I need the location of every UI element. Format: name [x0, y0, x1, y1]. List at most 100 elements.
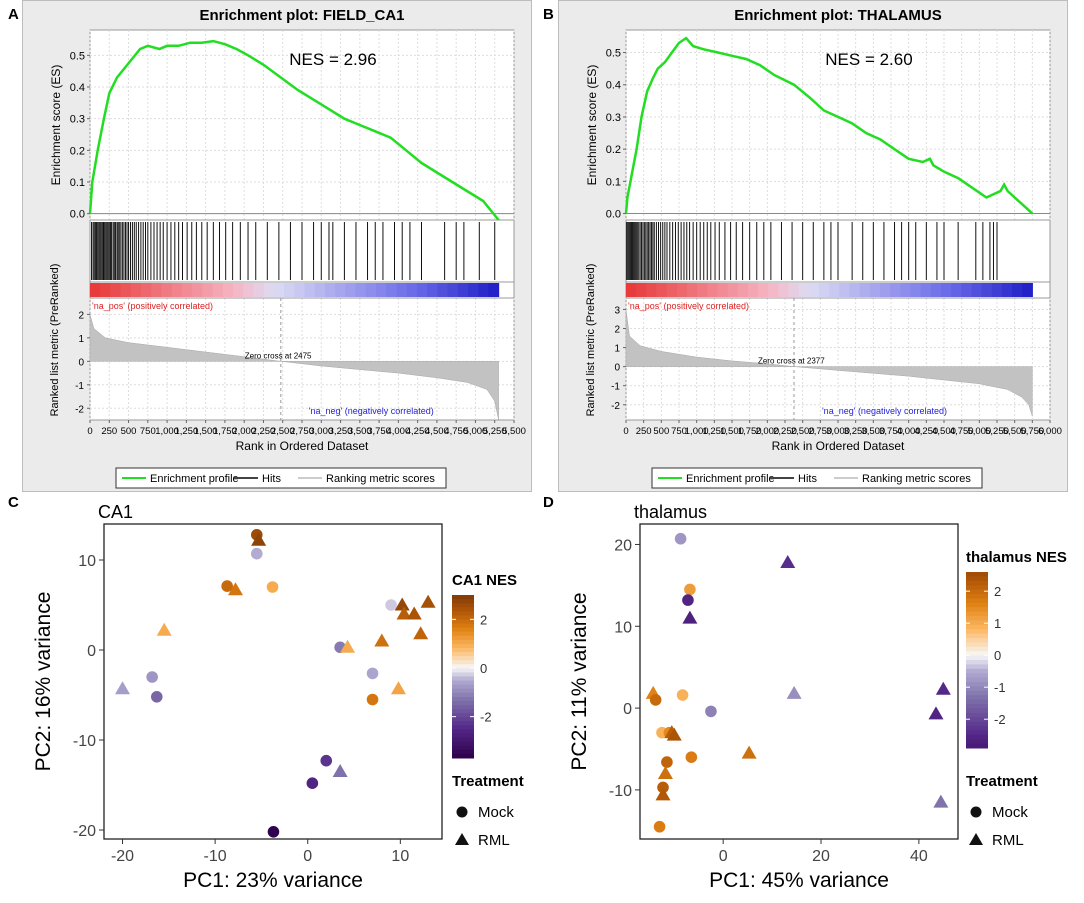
heat-strip-segment — [676, 283, 688, 297]
colorbar-segment — [966, 633, 988, 639]
colorbar-segment — [452, 627, 474, 633]
colorbar-segment — [966, 642, 988, 648]
colorbar-segment — [966, 651, 988, 657]
rml-point — [396, 606, 412, 620]
heat-strip-segment — [829, 283, 840, 297]
heat-strip-segment — [778, 283, 790, 297]
colorbar-segment — [452, 631, 474, 637]
x-tick-label: 0 — [303, 848, 312, 865]
colorbar-segment — [966, 668, 988, 674]
rml-point — [933, 794, 949, 808]
rml-point — [413, 626, 429, 640]
rml-point — [227, 582, 243, 596]
heat-strip-segment — [253, 283, 265, 297]
heat-strip-segment — [656, 283, 668, 297]
x-tick-label: -10 — [204, 848, 227, 865]
heat-strip-segment — [951, 283, 962, 297]
heat-strip-segment — [100, 283, 112, 297]
heat-strip-segment — [488, 283, 500, 297]
colorbar-segment — [452, 721, 474, 726]
x-tick-label: 0 — [719, 848, 728, 865]
metric-tick-label: 0 — [614, 363, 620, 374]
mock-point — [674, 532, 687, 545]
pos-label: 'na_pos' (positively correlated) — [628, 301, 749, 311]
metric-tick-label: -2 — [75, 404, 84, 415]
colorbar-segment — [966, 646, 988, 652]
metric-tick-label: -1 — [75, 381, 84, 392]
colorbar-segment — [452, 753, 474, 759]
heat-strip-segment — [273, 283, 285, 297]
colorbar-segment — [452, 595, 474, 600]
metric-tick-label: 2 — [614, 325, 620, 336]
colorbar-segment — [452, 639, 474, 645]
neg-label: 'na_neg' (negatively correlated) — [309, 406, 434, 416]
colorbar-segment — [966, 585, 988, 591]
metric-tick-label: -1 — [611, 382, 620, 393]
heat-strip-segment — [120, 283, 132, 297]
x-tick-label: 1,250 — [702, 426, 726, 437]
heat-strip-segment — [141, 283, 152, 297]
heat-strip-segment — [1001, 283, 1013, 297]
colorbar-segment — [966, 629, 988, 635]
colorbar-segment — [452, 741, 474, 747]
metric-tick-label: 3 — [614, 305, 620, 316]
heat-strip-segment — [202, 283, 214, 297]
rml-point — [156, 622, 172, 636]
colorbar-segment — [966, 743, 988, 749]
y-axis-label: PC2: 16% variance — [32, 592, 55, 772]
mock-point — [150, 691, 163, 703]
mock-point — [306, 777, 319, 789]
x-tick-label: 750 — [140, 426, 156, 437]
heat-strip-segment — [233, 283, 244, 297]
heat-strip-segment — [416, 283, 428, 297]
x-tick-label: 2,000 — [755, 426, 779, 437]
chart-title: Enrichment plot: FIELD_CA1 — [199, 7, 404, 24]
es-tick-label: 0.5 — [70, 50, 85, 62]
x-axis-label: Rank in Ordered Dataset — [236, 439, 369, 453]
colorbar-segment — [966, 739, 988, 745]
heat-strip-segment — [991, 283, 1003, 297]
colorbar-segment — [966, 664, 988, 670]
heat-strip-segment — [626, 283, 637, 297]
heat-strip-segment — [1022, 283, 1033, 297]
rml-point — [655, 787, 671, 801]
colorbar-segment — [966, 712, 988, 718]
metric-axis-label: Ranked list metric (PreRanked) — [585, 264, 597, 417]
rml-point — [374, 633, 390, 647]
x-tick-label: 5,750 — [1020, 426, 1044, 437]
es-tick-label: 0.2 — [606, 144, 621, 156]
heat-strip-segment — [798, 283, 810, 297]
heat-strip-segment — [849, 283, 861, 297]
heat-strip-segment — [747, 283, 759, 297]
heat-strip-segment — [971, 283, 983, 297]
heat-strip-segment — [686, 283, 698, 297]
x-tick-label: 3,500 — [861, 426, 885, 437]
mock-point — [705, 705, 717, 718]
colorbar-segment — [452, 635, 474, 641]
mock-point — [676, 689, 689, 701]
colorbar-segment — [966, 576, 988, 582]
plot-area — [103, 523, 443, 840]
es-tick-label: 0.1 — [70, 177, 85, 189]
colorbar-segment — [966, 594, 988, 599]
x-tick-label: 4,250 — [914, 426, 938, 437]
y-tick-label: -10 — [73, 733, 96, 750]
enrichment-profile-line — [624, 36, 1034, 215]
colorbar-segment — [452, 709, 474, 714]
rml-point — [420, 594, 436, 608]
colorbar-segment — [452, 737, 474, 743]
colorbar-segment — [966, 708, 988, 714]
colorbar-segment — [966, 589, 988, 595]
x-tick-label: 0 — [623, 426, 628, 437]
colorbar-segment — [452, 676, 474, 682]
colorbar-title: thalamus NES — [966, 549, 1067, 566]
mock-point — [146, 671, 158, 683]
x-tick-label: 20 — [812, 848, 830, 865]
heat-strip-segment — [768, 283, 779, 297]
heat-strip-segment — [890, 283, 901, 297]
colorbar-segment — [966, 616, 988, 621]
heat-strip-segment — [222, 283, 234, 297]
colorbar-segment — [452, 664, 474, 669]
heat-strip-segment — [869, 283, 881, 297]
x-tick-label: 1,750 — [738, 426, 762, 437]
